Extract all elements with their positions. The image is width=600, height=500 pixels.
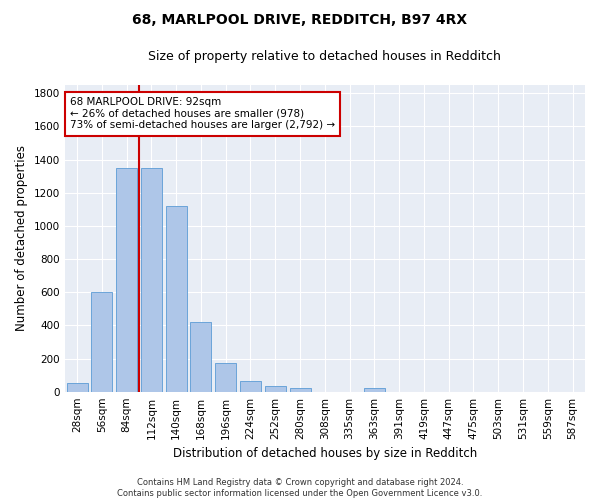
Bar — [141, 168, 162, 392]
Title: Size of property relative to detached houses in Redditch: Size of property relative to detached ho… — [148, 50, 501, 63]
Bar — [67, 382, 88, 392]
Bar — [91, 292, 112, 392]
Bar — [166, 206, 187, 392]
Bar — [364, 388, 385, 392]
Bar — [240, 381, 261, 392]
Text: 68, MARLPOOL DRIVE, REDDITCH, B97 4RX: 68, MARLPOOL DRIVE, REDDITCH, B97 4RX — [133, 12, 467, 26]
Bar — [116, 168, 137, 392]
Text: Contains HM Land Registry data © Crown copyright and database right 2024.
Contai: Contains HM Land Registry data © Crown c… — [118, 478, 482, 498]
Bar — [215, 362, 236, 392]
Bar — [190, 322, 211, 392]
X-axis label: Distribution of detached houses by size in Redditch: Distribution of detached houses by size … — [173, 447, 477, 460]
Bar — [265, 386, 286, 392]
Y-axis label: Number of detached properties: Number of detached properties — [15, 146, 28, 332]
Bar — [290, 388, 311, 392]
Text: 68 MARLPOOL DRIVE: 92sqm
← 26% of detached houses are smaller (978)
73% of semi-: 68 MARLPOOL DRIVE: 92sqm ← 26% of detach… — [70, 98, 335, 130]
